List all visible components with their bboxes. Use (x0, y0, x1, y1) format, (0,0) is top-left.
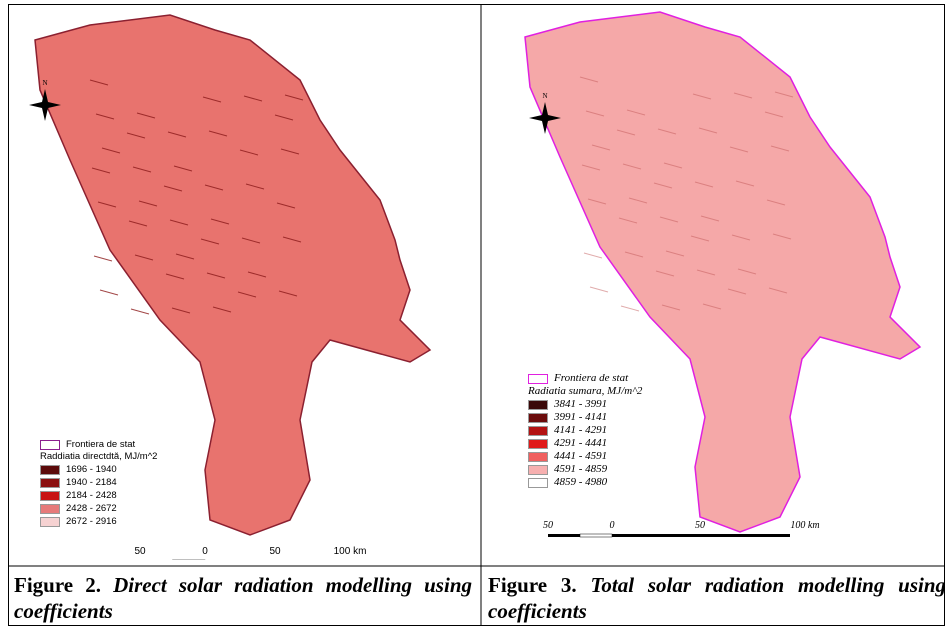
scale-bar-seg (580, 534, 612, 537)
legend-border-label: Frontiera de stat (66, 439, 135, 451)
caption: Figure 3. Total solar radiation modellin… (488, 572, 945, 624)
page: N50050100 kmFrontiera de statRaddiatia d… (0, 0, 945, 626)
legend-entry: 2184 - 2428 (40, 489, 157, 502)
legend-border-row: Frontiera de stat (40, 438, 157, 451)
legend-label: 2184 - 2428 (66, 490, 117, 502)
legend-swatch (528, 426, 548, 436)
legend-border-row: Frontiera de stat (528, 372, 642, 385)
legend-swatch (528, 439, 548, 449)
legend-border-label: Frontiera de stat (554, 372, 628, 385)
legend-swatch (40, 504, 60, 514)
scale-label: 100 km (334, 546, 367, 557)
scale-label: 50 (134, 546, 145, 557)
legend-entry: 4859 - 4980 (528, 476, 642, 489)
legend-swatch (40, 478, 60, 488)
legend-swatch (528, 452, 548, 462)
legend-swatch (40, 517, 60, 527)
legend-entry: 2672 - 2916 (40, 515, 157, 528)
legend-entry: 2428 - 2672 (40, 502, 157, 515)
relief-stroke (94, 256, 112, 261)
legend-entry: 4291 - 4441 (528, 437, 642, 450)
legend-entry: 1696 - 1940 (40, 463, 157, 476)
relief-stroke (131, 309, 149, 314)
legend-label: 4141 - 4291 (554, 424, 607, 437)
legend-label: 2428 - 2672 (66, 503, 117, 515)
relief-stroke (584, 253, 602, 258)
legend-label: 3991 - 4141 (554, 411, 607, 424)
legend-label: 1940 - 2184 (66, 477, 117, 489)
legend-entry: 1940 - 2184 (40, 476, 157, 489)
scale-label: 0 (610, 520, 615, 531)
legend-swatch (40, 491, 60, 501)
scale-label: 0 (202, 546, 208, 557)
legend-swatch (528, 413, 548, 423)
legend-label: 2672 - 2916 (66, 516, 117, 528)
legend-swatch (528, 400, 548, 410)
scale-label: 50 (695, 520, 705, 531)
scale-label: 50 (543, 520, 553, 531)
legend-entry: 4441 - 4591 (528, 450, 642, 463)
caption: Figure 2. Direct solar radiation modelli… (14, 572, 472, 624)
scale-label: 50 (269, 546, 280, 557)
legend-swatch (528, 465, 548, 475)
legend-title: Raddiatia directdtă, MJ/m^2 (40, 451, 157, 463)
legend-entry: 4141 - 4291 (528, 424, 642, 437)
legend-label: 4291 - 4441 (554, 437, 607, 450)
north-label: N (42, 79, 47, 87)
relief-stroke (590, 287, 608, 292)
legend-entry: 3841 - 3991 (528, 398, 642, 411)
scale-label: 100 km (790, 520, 819, 531)
relief-stroke (100, 290, 118, 295)
legend-entry: 3991 - 4141 (528, 411, 642, 424)
north-label: N (542, 92, 547, 100)
legend-label: 1696 - 1940 (66, 464, 117, 476)
legend-swatch (40, 465, 60, 475)
border-swatch (40, 440, 60, 450)
legend-swatch (528, 478, 548, 488)
legend-label: 3841 - 3991 (554, 398, 607, 411)
caption-label: Figure 2. (14, 573, 101, 597)
caption-label: Figure 3. (488, 573, 577, 597)
legend: Frontiera de statRadiatia sumara, MJ/m^2… (528, 372, 642, 489)
legend-title: Radiatia sumara, MJ/m^2 (528, 385, 642, 398)
legend-label: 4859 - 4980 (554, 476, 607, 489)
border-swatch (528, 374, 548, 384)
legend-entry: 4591 - 4859 (528, 463, 642, 476)
relief-stroke (621, 306, 639, 311)
legend-label: 4441 - 4591 (554, 450, 607, 463)
legend-label: 4591 - 4859 (554, 463, 607, 476)
